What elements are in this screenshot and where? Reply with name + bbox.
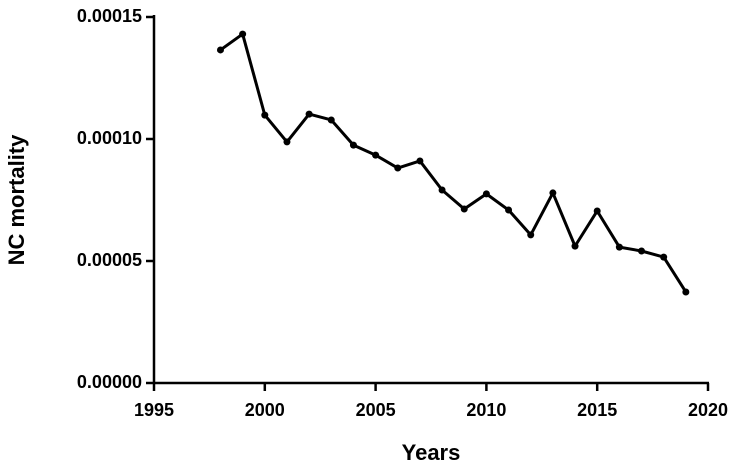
line bbox=[219, 32, 688, 293]
point bbox=[638, 247, 646, 255]
point bbox=[283, 138, 291, 146]
point bbox=[372, 151, 380, 159]
point bbox=[239, 30, 247, 38]
x-tick-label: 2000 bbox=[245, 400, 285, 420]
y-tick-label: 0.00000 bbox=[77, 372, 142, 392]
x-tick-label: 2010 bbox=[466, 400, 506, 420]
y-tick-label: 0.00015 bbox=[77, 6, 142, 26]
y-tick-label: 0.00010 bbox=[77, 128, 142, 148]
point bbox=[571, 242, 579, 250]
point bbox=[593, 207, 601, 215]
x-tick-label: 2015 bbox=[577, 400, 617, 420]
point bbox=[327, 116, 335, 124]
point bbox=[216, 46, 224, 54]
point bbox=[615, 243, 623, 251]
x-axis-title: Years bbox=[402, 440, 461, 465]
x-tick-label: 2005 bbox=[356, 400, 396, 420]
x-tick-label: 1995 bbox=[134, 400, 174, 420]
x-tick-label: 2020 bbox=[688, 400, 728, 420]
point bbox=[482, 190, 490, 198]
y-tick-label: 0.00005 bbox=[77, 250, 142, 270]
point bbox=[261, 111, 269, 119]
point bbox=[527, 231, 535, 239]
point bbox=[394, 164, 402, 172]
y-axis-title: NC mortality bbox=[4, 134, 29, 266]
point bbox=[416, 157, 424, 165]
point bbox=[660, 253, 668, 261]
point bbox=[505, 206, 513, 214]
point bbox=[349, 141, 357, 149]
point bbox=[549, 189, 557, 197]
point bbox=[682, 288, 690, 296]
point bbox=[438, 186, 446, 194]
point bbox=[305, 110, 313, 118]
point bbox=[460, 205, 468, 213]
